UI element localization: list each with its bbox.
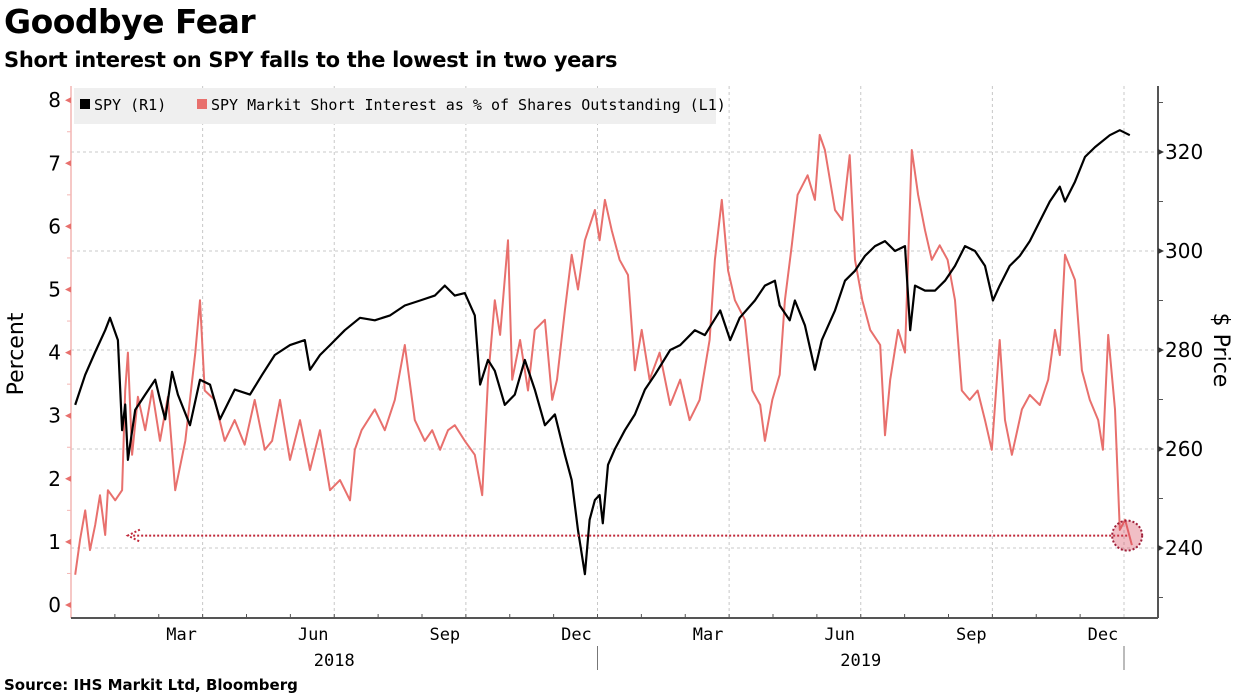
legend-swatch-short-interest [197,99,207,109]
legend-swatch-spy [80,99,90,109]
left-axis-tick-label: 0 [48,593,61,617]
right-axis-tick [1158,545,1164,551]
right-axis-tick [1158,347,1164,353]
left-axis-tick-label: 5 [48,278,61,302]
x-axis-month-label: Dec [561,625,592,645]
left-axis-tick [65,412,71,419]
legend-background [74,88,716,124]
x-axis-month-label: Mar [166,625,197,645]
right-axis-tick [1158,149,1164,155]
x-axis-year-label: 2019 [840,651,881,671]
right-axis-tick-label: 300 [1165,239,1203,263]
annotations [125,519,1144,552]
x-axis-month-label: Dec [1088,625,1119,645]
annotation-arrow-head [125,528,141,543]
right-axis-title: $ Price [1208,313,1233,388]
legend-label-spy: SPY (R1) [94,96,166,114]
right-axis-tick [1158,248,1164,254]
gridlines [71,86,1158,618]
x-axis-year-label: 2018 [314,651,355,671]
source-note: Source: IHS Markit Ltd, Bloomberg [4,676,298,694]
left-axis-tick-label: 1 [48,530,61,554]
left-axis-tick [65,97,71,104]
x-axis-month-label: Jun [298,625,329,645]
left-axis-tick [65,538,71,545]
right-axis-tick-label: 320 [1165,140,1203,164]
left-axis-tick [65,160,71,167]
chart-title: Goodbye Fear [4,2,256,41]
left-axis-tick [65,223,71,230]
axes: 0 1 2 3 4 5 6 7 8 240 260 280 300 320 Mar Jun Sep Dec Mar J… [48,86,1203,671]
left-axis-tick-label: 6 [48,214,61,238]
x-axis-month-label: Sep [429,625,460,645]
series [74,129,1133,576]
left-axis-tick [65,349,71,356]
left-axis-tick-label: 7 [48,151,61,175]
left-axis-tick-label: 8 [48,88,61,112]
annotation-highlight-circle [1111,519,1144,552]
x-axis-month-label: Sep [956,625,987,645]
left-axis-tick-label: 2 [48,467,61,491]
legend-label-short-interest: SPY Markit Short Interest as % of Shares… [211,96,726,114]
left-axis-tick [65,286,71,293]
right-axis-tick-label: 240 [1165,536,1203,560]
legend: SPY (R1) SPY Markit Short Interest as % … [74,88,726,124]
left-axis-tick-label: 4 [48,341,61,365]
left-axis-tick-label: 3 [48,404,61,428]
right-axis-tick [1158,446,1164,452]
x-axis-month-label: Jun [824,625,855,645]
x-axis-month-label: Mar [693,625,724,645]
left-axis-title: Percent [4,312,29,395]
right-axis-tick-label: 260 [1165,437,1203,461]
left-axis-tick [65,602,71,608]
spy-line [74,129,1131,576]
chart-subtitle: Short interest on SPY falls to the lowes… [4,48,618,72]
right-axis-tick-label: 280 [1165,338,1203,362]
left-axis-tick [65,475,71,482]
short-interest-line [74,133,1133,575]
